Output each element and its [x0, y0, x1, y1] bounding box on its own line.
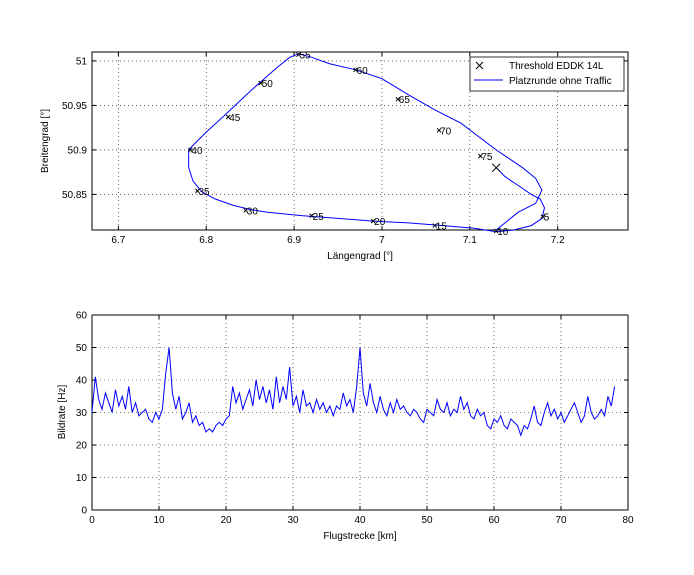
legend-series: Platzrunde ohne Traffic — [474, 76, 612, 87]
annotation-x-marker — [296, 52, 301, 58]
annotation-label: 25 — [313, 212, 325, 223]
legend-series-label: Platzrunde ohne Traffic — [509, 76, 612, 87]
annotation-label: 35 — [198, 187, 210, 198]
threshold-marker — [491, 163, 501, 173]
annotation-x-marker — [478, 153, 483, 159]
bottom-y-tick-label: 40 — [76, 376, 88, 387]
top-annotations: 55 60 50 65 45 70 40 75 35 30 5 25 20 15 10 — [188, 51, 550, 238]
bottom-x-axis-label: Flugstrecke [km] — [323, 531, 397, 542]
bottom-plot: 0 10 20 30 40 50 60 70 80 0 10 20 30 40 50 60 Flugstrec… — [57, 311, 634, 543]
legend-x-marker-2 — [475, 61, 484, 70]
annotation-label: 30 — [247, 206, 259, 217]
bottom-x-tick-label: 60 — [488, 515, 500, 526]
top-series-line — [188, 53, 546, 233]
top-x-tick-label: 6.7 — [111, 235, 125, 246]
bottom-x-tick-label: 10 — [153, 515, 165, 526]
annotation-label: 70 — [440, 126, 452, 137]
bottom-x-tick-label: 30 — [287, 515, 299, 526]
top-x-axis-label: Längengrad [°] — [327, 251, 393, 262]
annotation-x-marker — [432, 223, 438, 228]
bottom-y-tick-label: 10 — [76, 473, 88, 484]
bottom-x-tick-label: 20 — [220, 515, 232, 526]
bottom-x-tick-label: 80 — [622, 515, 634, 526]
top-x-tick-label: 7.1 — [463, 235, 477, 246]
bottom-x-tick-label: 70 — [555, 515, 567, 526]
top-ticks — [92, 52, 628, 230]
top-y-tick-label: 50.85 — [62, 190, 87, 201]
top-grid — [92, 52, 628, 230]
annotation-label: 65 — [399, 95, 411, 106]
annotation-label: 10 — [497, 227, 509, 238]
bottom-x-tick-label: 50 — [421, 515, 433, 526]
annotation-label: 55 — [299, 51, 311, 62]
annotation-label: 60 — [357, 66, 369, 77]
bottom-tick-labels: 0 10 20 30 40 50 60 70 80 0 10 20 30 40 50 60 — [76, 311, 634, 527]
top-x-tick-label: 7 — [379, 235, 385, 246]
legend-threshold-label: Threshold EDDK 14L — [509, 61, 604, 72]
annotation-x-marker — [258, 80, 264, 86]
annotation-label: 45 — [229, 113, 241, 124]
annotation-label: 5 — [544, 213, 550, 224]
bottom-ticks — [91, 314, 629, 511]
annotation-label: 40 — [191, 146, 203, 157]
top-y-axis-label: Breitengrad [°] — [40, 109, 51, 173]
bottom-y-tick-label: 30 — [76, 408, 88, 419]
bottom-y-axis-label: Bildrate [Hz] — [57, 385, 68, 440]
bottom-series-line — [91, 347, 616, 437]
bottom-x-tick-label: 40 — [354, 515, 366, 526]
bottom-y-tick-label: 60 — [76, 311, 88, 322]
annotation-label: 75 — [481, 152, 493, 163]
top-y-tick-label: 50.95 — [62, 101, 87, 112]
bottom-x-tick-label: 0 — [89, 515, 95, 526]
threshold-x-stroke — [491, 163, 501, 173]
annotation-x-marker — [243, 208, 249, 213]
top-y-tick-label: 50.9 — [68, 145, 88, 156]
bottom-y-tick-label: 50 — [76, 343, 88, 354]
annotation-x-marker — [370, 218, 376, 224]
annotation-x-marker — [225, 114, 231, 120]
top-x-tick-label: 7.2 — [551, 235, 565, 246]
top-y-tick-label: 51 — [76, 56, 88, 67]
top-x-tick-label: 6.9 — [287, 235, 301, 246]
annotation-label: 20 — [374, 217, 386, 228]
top-tick-labels: 6.7 6.8 6.9 7 7.1 7.2 50.85 50.9 50.95 51 — [62, 56, 565, 246]
bottom-y-tick-label: 0 — [81, 506, 87, 517]
annotation-x-marker — [436, 127, 442, 133]
annotation-x-marker — [188, 147, 193, 153]
annotation-label: 50 — [262, 79, 274, 90]
annotation-x-marker — [353, 67, 358, 73]
legend: Threshold EDDK 14L Platzrunde ohne Traff… — [469, 56, 625, 92]
annotation-x-marker — [309, 213, 315, 219]
annotation-x-marker — [195, 188, 200, 194]
annotation-x-marker — [540, 214, 546, 220]
annotation-x-marker — [395, 96, 401, 102]
annotation-x-marker — [493, 228, 499, 234]
bottom-y-tick-label: 20 — [76, 441, 88, 452]
legend-threshold: Threshold EDDK 14L — [475, 61, 604, 72]
top-x-tick-label: 6.8 — [199, 235, 213, 246]
legend-box — [469, 56, 625, 92]
annotation-label: 15 — [436, 222, 448, 233]
